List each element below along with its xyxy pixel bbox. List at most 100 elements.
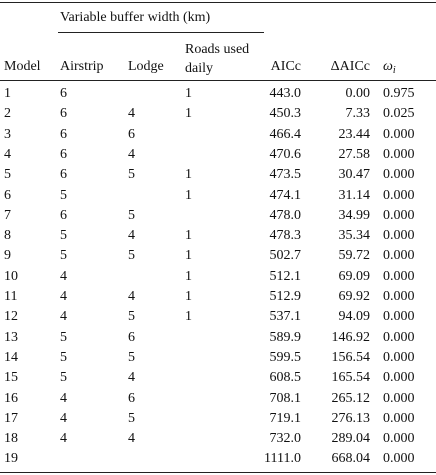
table-cell: 9	[4, 248, 11, 264]
table-cell: 69.92	[338, 289, 371, 304]
table-cell: 23.44	[338, 126, 371, 142]
table-cell: 1	[185, 167, 192, 183]
table-cell: 6	[128, 126, 135, 142]
table-cell: 0.025	[383, 106, 415, 122]
table-cell: 719.1	[269, 410, 302, 426]
table-cell: 27.58	[338, 146, 371, 162]
table-cell: 5	[4, 167, 11, 183]
table-cell: 4	[128, 289, 135, 304]
table-cell: 599.5	[269, 349, 302, 365]
table-cell: 11	[4, 289, 18, 304]
table-cell: 69.09	[338, 268, 371, 284]
table-cell: 732.0	[269, 431, 302, 447]
table-cell: 165.54	[331, 370, 371, 386]
table-cell: 5	[60, 370, 67, 386]
table-cell: 4	[128, 370, 135, 386]
table-cell: 6	[128, 329, 135, 345]
table-cell: 19	[4, 451, 18, 467]
table-cell: 5	[128, 248, 135, 264]
table-cell: 0.000	[383, 228, 415, 244]
table-cell: 537.1	[269, 309, 302, 325]
column-header: Model	[4, 59, 41, 74]
table-cell: 6	[4, 187, 11, 203]
table-cell: 466.4	[269, 126, 302, 142]
table-cell: 1	[185, 106, 192, 122]
table-cell: 6	[60, 106, 67, 122]
table-cell: 0.000	[383, 268, 415, 284]
table-cell: 589.9	[269, 329, 302, 345]
table-cell: 1	[185, 268, 192, 284]
header-rule	[0, 80, 436, 81]
table-cell: 1	[185, 187, 192, 203]
table-cell: 59.72	[338, 248, 371, 264]
table-cell: 34.99	[338, 207, 371, 223]
table-cell: 473.5	[269, 167, 302, 183]
table-cell: 5	[60, 228, 67, 244]
table-cell: 0.000	[383, 451, 415, 467]
table-cell: 0.000	[383, 370, 415, 386]
table-cell: 474.1	[269, 187, 302, 203]
table-cell: 2	[4, 106, 11, 122]
table-cell: 4	[128, 228, 135, 244]
table-cell: 94.09	[338, 309, 371, 325]
header-subscript: i	[392, 65, 396, 76]
table-cell: 1	[185, 248, 192, 264]
table-cell: 35.34	[338, 228, 371, 244]
table-cell: 13	[4, 329, 18, 345]
table-cell: 1	[185, 86, 192, 101]
table-cell: 265.12	[331, 390, 371, 406]
table-cell: 6	[60, 167, 67, 183]
table-cell: 5	[128, 349, 135, 365]
column-header: AICc	[270, 59, 301, 74]
table-cell: 4	[60, 309, 67, 325]
group-header: Variable buffer width (km)	[60, 10, 211, 25]
table-cell: 470.6	[269, 146, 302, 162]
table-cell: 4	[60, 431, 67, 447]
table-cell: 6	[60, 207, 67, 223]
column-header: ωi	[383, 59, 396, 79]
column-header: ΔAICc	[330, 59, 370, 74]
table-cell: 4	[128, 431, 135, 447]
table-cell: 289.04	[331, 431, 371, 447]
table-cell: 0.000	[383, 431, 415, 447]
table-cell: 4	[128, 146, 135, 162]
table-cell: 443.0	[269, 86, 302, 101]
top-rule	[0, 2, 436, 3]
table-cell: 146.92	[331, 329, 371, 345]
table-cell: 512.9	[269, 289, 302, 304]
table-cell: 0.975	[383, 86, 415, 101]
table-cell: 6	[60, 86, 67, 101]
table-cell: 6	[60, 126, 67, 142]
table-cell: 0.00	[345, 86, 371, 101]
column-header: Airstrip	[60, 59, 104, 74]
table-cell: 1	[4, 86, 11, 101]
table-cell: 1	[185, 309, 192, 325]
table-cell: 478.3	[269, 228, 302, 244]
table-cell: 502.7	[269, 248, 302, 264]
table-cell: 0.000	[383, 167, 415, 183]
table-cell: 0.000	[383, 126, 415, 142]
table-cell: 5	[60, 187, 67, 203]
table-cell: 4	[128, 106, 135, 122]
column-header: Roads used daily	[185, 42, 250, 76]
table-cell: 16	[4, 390, 18, 406]
table-cell: 6	[60, 146, 67, 162]
table-cell: 5	[60, 329, 67, 345]
table-cell: 0.000	[383, 207, 415, 223]
table-cell: 5	[128, 410, 135, 426]
table-cell: 15	[4, 370, 18, 386]
table-cell: 8	[4, 228, 11, 244]
table-cell: 668.04	[331, 451, 371, 467]
group-rule	[58, 32, 264, 33]
table-cell: 276.13	[331, 410, 371, 426]
table-cell: 0.000	[383, 349, 415, 365]
table-cell: 0.000	[383, 390, 415, 406]
table-cell: 512.1	[269, 268, 302, 284]
table-cell: 7.33	[345, 106, 371, 122]
table-cell: 18	[4, 431, 18, 447]
table-cell: 31.14	[338, 187, 371, 203]
table-cell: 4	[60, 410, 67, 426]
table-cell: 0.000	[383, 309, 415, 325]
table-cell: 156.54	[331, 349, 371, 365]
